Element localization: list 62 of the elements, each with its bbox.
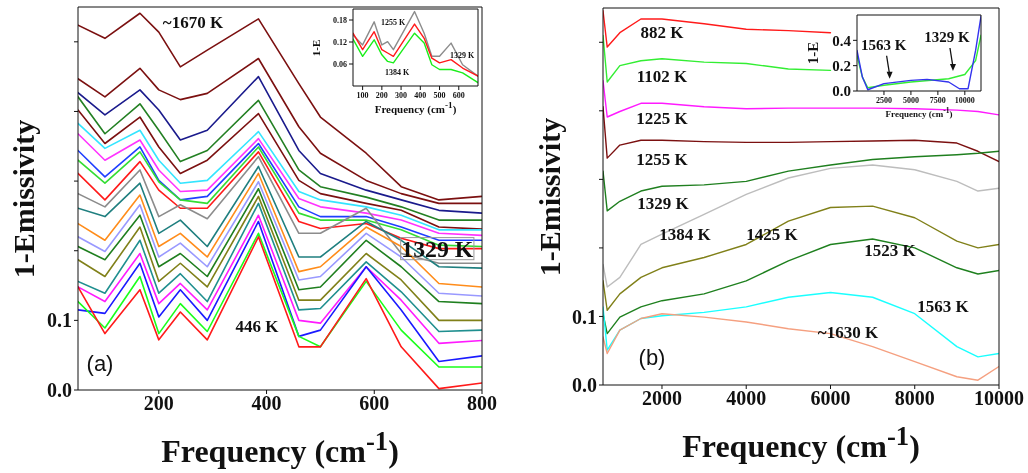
x-tick-label: 2500: [875, 95, 892, 105]
x-tick-label: 200: [143, 392, 174, 415]
line-series: [78, 12, 482, 201]
y-tick-label: 0.4: [832, 32, 852, 49]
x-tick-label: 400: [414, 90, 427, 100]
x-tick-label: 7500: [929, 95, 946, 105]
annotation: (b): [638, 345, 666, 371]
x-tick-label: 8000: [894, 387, 935, 410]
x-tick-label: 10000: [954, 95, 975, 105]
line-series: [603, 164, 999, 288]
y-tick-label: 0.12: [333, 37, 347, 47]
annotation: ~1670 K: [162, 13, 224, 33]
y-axis-title: 1-E: [804, 41, 822, 65]
annotation: ~1630 K: [817, 323, 879, 343]
y-axis-title: 1-Emissivity: [7, 119, 41, 278]
x-tick-label: 200: [375, 90, 388, 100]
line-series: [353, 23, 478, 77]
x-tick-label: 500: [433, 90, 446, 100]
y-tick-label: 0.06: [333, 59, 347, 69]
x-tick-label: 4000: [726, 387, 767, 410]
x-tick-label: 400: [251, 392, 282, 415]
annotation: 1329 K: [449, 51, 475, 61]
x-axis-title: Frequency (cm$^{-1}$): [160, 426, 400, 470]
x-axis-title: Frequency (cm$^{-1}$): [373, 100, 458, 115]
line-series: [78, 96, 482, 221]
line-series: [78, 75, 482, 214]
annotation: 1563 K: [860, 36, 907, 53]
y-tick-label: 0.0: [572, 374, 597, 397]
annotation: 1255 K: [636, 150, 688, 170]
annotation: 1329 K: [637, 194, 689, 214]
x-tick-label: 600: [359, 392, 390, 415]
y-axis-title: 1-E: [310, 39, 322, 56]
annotation: 446 K: [235, 317, 279, 337]
y-axis-title: 1-Emissivity: [533, 117, 567, 276]
x-tick-label: 600: [452, 90, 465, 100]
y-tick-label: 0.0: [47, 379, 72, 402]
annotation: 1384 K: [659, 225, 711, 245]
y-tick-label: 0.18: [333, 15, 347, 25]
x-tick-label: 100: [356, 90, 369, 100]
annotation: 1563 K: [917, 297, 969, 317]
annotation: 1523 K: [864, 241, 916, 261]
y-tick-label: 0.2: [832, 57, 851, 74]
annotation: 1255 K: [380, 17, 406, 27]
line-series: [603, 150, 999, 212]
annotation: 1102 K: [636, 67, 688, 87]
y-tick-label: 0.1: [47, 309, 72, 332]
y-tick-label: 0.1: [572, 305, 597, 328]
line-series: [603, 313, 999, 381]
line-series: [78, 214, 482, 345]
x-tick-label: 6000: [810, 387, 851, 410]
y-tick-label: 0.0: [832, 83, 851, 100]
annotation: 1384 K: [384, 67, 410, 77]
x-tick-label: 10000: [974, 387, 1024, 410]
annotation: 1225 K: [636, 109, 688, 129]
x-tick-label: 800: [467, 392, 497, 415]
x-tick-label: 5000: [902, 95, 919, 105]
annotation: (a): [86, 351, 114, 377]
annotation: 882 K: [640, 23, 684, 43]
x-axis-title: Frequency (cm$^{-1}$): [681, 421, 921, 465]
x-tick-label: 300: [395, 90, 408, 100]
x-tick-label: 2000: [641, 387, 682, 410]
annotation: 1329 K: [924, 29, 970, 45]
